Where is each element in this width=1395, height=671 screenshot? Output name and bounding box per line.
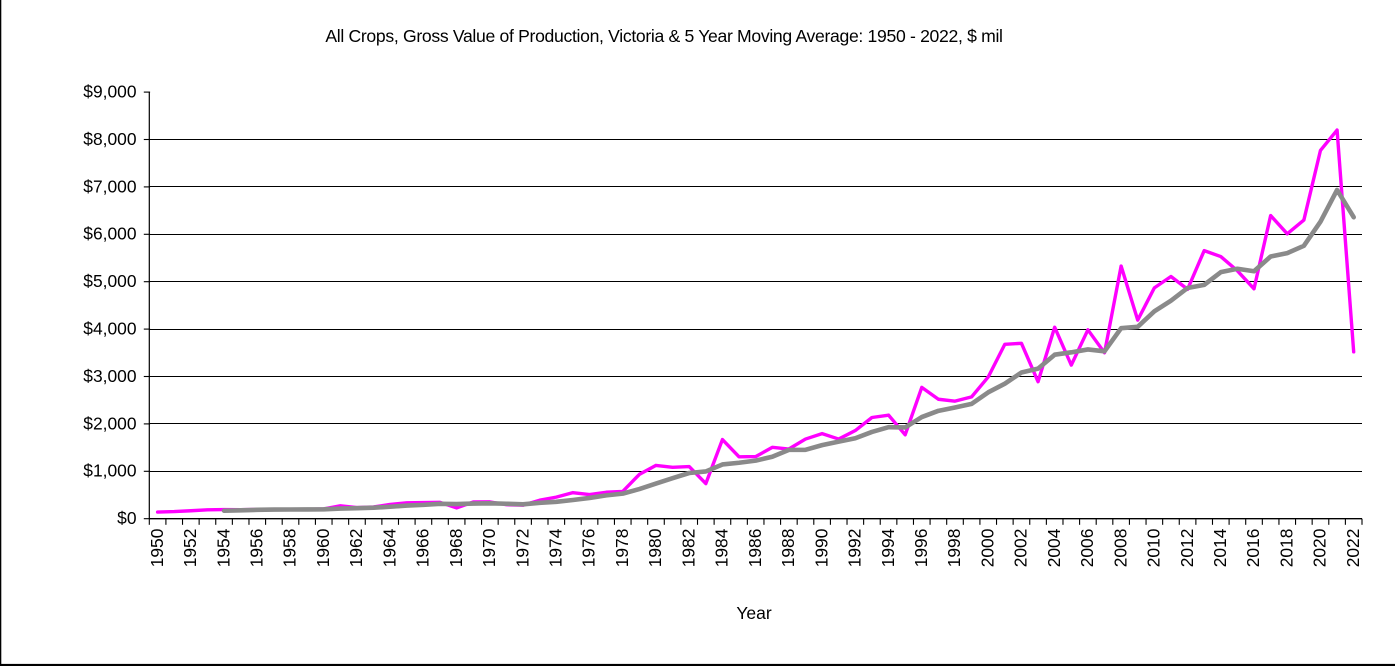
svg-text:2014: 2014	[1210, 528, 1230, 567]
svg-text:1986: 1986	[745, 529, 765, 568]
svg-text:2018: 2018	[1276, 529, 1296, 568]
svg-text:1988: 1988	[778, 529, 798, 568]
svg-text:1974: 1974	[546, 528, 566, 567]
svg-text:$1,000: $1,000	[83, 461, 136, 481]
svg-text:1960: 1960	[313, 529, 333, 568]
svg-text:1956: 1956	[246, 529, 266, 568]
svg-text:1954: 1954	[213, 528, 233, 567]
svg-text:$5,000: $5,000	[83, 271, 136, 291]
svg-text:Year: Year	[736, 603, 772, 623]
svg-text:1998: 1998	[944, 529, 964, 568]
svg-text:$7,000: $7,000	[83, 176, 136, 196]
svg-text:2006: 2006	[1077, 529, 1097, 568]
svg-text:1990: 1990	[811, 529, 831, 568]
svg-text:$4,000: $4,000	[83, 319, 136, 339]
svg-text:$3,000: $3,000	[83, 366, 136, 386]
svg-text:2002: 2002	[1011, 529, 1031, 568]
svg-text:1984: 1984	[712, 528, 732, 567]
svg-text:1996: 1996	[911, 529, 931, 568]
svg-text:1972: 1972	[512, 529, 532, 568]
svg-text:2008: 2008	[1110, 529, 1130, 568]
svg-text:1994: 1994	[878, 528, 898, 567]
svg-text:1950: 1950	[147, 529, 167, 568]
svg-text:2022: 2022	[1343, 529, 1363, 568]
svg-text:2004: 2004	[1044, 528, 1064, 567]
svg-text:2016: 2016	[1243, 529, 1263, 568]
svg-text:1966: 1966	[413, 529, 433, 568]
svg-text:$6,000: $6,000	[83, 224, 136, 244]
svg-text:1992: 1992	[845, 529, 865, 568]
svg-text:$9,000: $9,000	[83, 82, 136, 102]
svg-text:All Crops, Gross Value of Prod: All Crops, Gross Value of Production, Vi…	[325, 26, 1002, 46]
svg-text:1964: 1964	[379, 528, 399, 567]
svg-text:$8,000: $8,000	[83, 129, 136, 149]
svg-text:$2,000: $2,000	[83, 413, 136, 433]
svg-text:2010: 2010	[1144, 529, 1164, 568]
svg-text:1976: 1976	[579, 529, 599, 568]
svg-text:1962: 1962	[346, 529, 366, 568]
svg-text:2012: 2012	[1177, 529, 1197, 568]
svg-text:1982: 1982	[678, 529, 698, 568]
svg-text:1958: 1958	[280, 529, 300, 568]
svg-text:1978: 1978	[612, 529, 632, 568]
svg-text:2020: 2020	[1310, 529, 1330, 568]
svg-text:1968: 1968	[446, 529, 466, 568]
svg-text:1970: 1970	[479, 529, 499, 568]
svg-text:$0: $0	[117, 508, 136, 528]
svg-text:1952: 1952	[180, 529, 200, 568]
svg-text:2000: 2000	[977, 529, 997, 568]
svg-text:1980: 1980	[645, 529, 665, 568]
